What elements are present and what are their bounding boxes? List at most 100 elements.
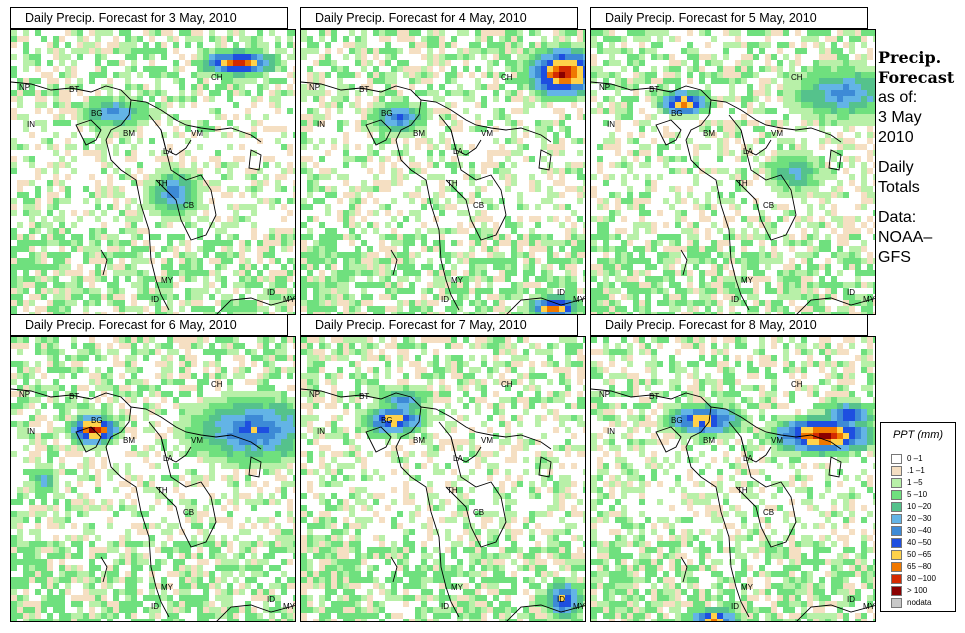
- country-label: MY: [161, 583, 174, 592]
- map-boundary-line: [75, 426, 102, 453]
- precip-field: [11, 337, 295, 621]
- forecast-panel: Daily Precip. Forecast for 7 May, 2010 NP…: [300, 314, 586, 622]
- map-boundary-line: [155, 436, 217, 548]
- legend-label: 5 –10: [907, 490, 928, 499]
- map-boundary-line: [796, 604, 875, 621]
- legend-swatch: [891, 538, 902, 548]
- panel-title: Daily Precip. Forecast for 8 May, 2010: [590, 314, 868, 336]
- country-label: CB: [763, 508, 774, 517]
- forecast-panel: Daily Precip. Forecast for 6 May, 2010 NP…: [10, 314, 296, 622]
- country-label: BG: [91, 416, 103, 425]
- precip-legend: PPT (mm) 0 –1 .1 –1 1 –5 5 –10 10 –20 20 –30 3…: [880, 422, 956, 612]
- side-data-label: Data:: [878, 209, 917, 226]
- country-label: ID: [557, 595, 565, 604]
- map-boundary-line: [506, 604, 585, 621]
- country-label: MY: [863, 295, 875, 304]
- legend-label: 10 –20: [907, 502, 932, 511]
- side-date-year: 2010: [878, 129, 914, 146]
- country-label: MY: [161, 276, 174, 285]
- map-boundary-line: [591, 388, 750, 618]
- side-asof-label: as of:: [878, 89, 918, 106]
- forecast-panel: Daily Precip. Forecast for 5 May, 2010 NP…: [590, 7, 876, 315]
- country-label: VM: [481, 129, 493, 138]
- country-label: CB: [473, 201, 484, 210]
- country-label: NP: [599, 390, 610, 399]
- country-label: IN: [27, 427, 35, 436]
- country-label: ID: [267, 288, 275, 297]
- map-boundary-line: [301, 81, 460, 311]
- country-label: LA: [453, 454, 463, 463]
- country-label: BM: [123, 129, 135, 138]
- map-boundary-line: [420, 406, 552, 450]
- map-boundary-line: [248, 149, 262, 171]
- map-boundary-line: [365, 119, 392, 146]
- map-boundary-line: [445, 436, 507, 548]
- country-label: ID: [847, 288, 855, 297]
- country-label: BT: [649, 85, 659, 94]
- precip-map: NP BT BG IN BM CH VM LA TH CB MY ID ID MY: [300, 336, 586, 622]
- country-label: IN: [607, 427, 615, 436]
- legend-title: PPT (mm): [892, 429, 944, 441]
- map-boundary-line: [11, 81, 170, 311]
- country-label: BM: [703, 129, 715, 138]
- precip-map: NP BT BG IN BM CH VM LA TH CB MY ID ID MY: [300, 29, 586, 315]
- country-label: IN: [607, 120, 615, 129]
- country-label: NP: [19, 83, 30, 92]
- country-label: BG: [91, 109, 103, 118]
- country-label: TH: [737, 179, 748, 188]
- legend-label: 50 –65: [907, 550, 932, 559]
- legend-swatch: [891, 490, 902, 500]
- legend-swatch: [891, 514, 902, 524]
- country-label: LA: [453, 147, 463, 156]
- map-boundary-line: [100, 556, 108, 583]
- legend-label: 40 –50: [907, 538, 932, 547]
- legend-label: 0 –1: [907, 454, 923, 463]
- precip-map: NP BT BG IN BM CH VM LA TH CB MY ID ID MY: [590, 336, 876, 622]
- panel-title: Daily Precip. Forecast for 6 May, 2010: [10, 314, 288, 336]
- map-boundary-line: [216, 297, 295, 314]
- country-label: CH: [501, 73, 513, 82]
- country-label: LA: [163, 147, 173, 156]
- country-label: CH: [211, 73, 223, 82]
- country-label: MY: [283, 602, 295, 611]
- precip-map-svg: NP BT BG IN BM CH VM LA TH CB MY ID ID MY: [301, 30, 585, 314]
- precip-map-svg: NP BT BG IN BM CH VM LA TH CB MY ID ID MY: [591, 30, 875, 314]
- side-source-line2: GFS: [878, 249, 911, 266]
- legend-label: .1 –1: [907, 466, 925, 475]
- country-label: BM: [413, 436, 425, 445]
- country-label: ID: [151, 602, 159, 611]
- country-label: MY: [863, 602, 875, 611]
- country-label: BT: [69, 85, 79, 94]
- legend-swatch: [891, 586, 902, 596]
- map-boundary-line: [148, 114, 192, 156]
- country-label: CH: [791, 380, 803, 389]
- country-label: VM: [771, 436, 783, 445]
- side-title-line2: Forecast: [878, 68, 955, 87]
- map-boundary-line: [655, 119, 682, 146]
- map-boundary-line: [680, 556, 688, 583]
- country-label: TH: [157, 486, 168, 495]
- country-label: MY: [741, 276, 754, 285]
- map-boundary-line: [100, 249, 108, 276]
- country-label: MY: [283, 295, 295, 304]
- map-boundary-line: [710, 99, 842, 143]
- map-boundary-line: [728, 114, 772, 156]
- country-label: MY: [573, 602, 585, 611]
- map-boundary-line: [390, 556, 398, 583]
- country-label: CH: [211, 380, 223, 389]
- country-label: ID: [557, 288, 565, 297]
- legend-label: 30 –40: [907, 526, 932, 535]
- country-label: ID: [731, 602, 739, 611]
- precip-map: NP BT BG IN BM CH VM LA TH CB MY ID ID MY: [10, 29, 296, 315]
- country-label: LA: [743, 147, 753, 156]
- country-label: MY: [573, 295, 585, 304]
- country-label: LA: [163, 454, 173, 463]
- country-label: TH: [447, 486, 458, 495]
- precip-field: [11, 30, 295, 314]
- country-label: BT: [69, 392, 79, 401]
- map-boundary-line: [655, 426, 682, 453]
- country-label: BG: [381, 416, 393, 425]
- map-boundary-line: [680, 249, 688, 276]
- map-boundary-line: [735, 129, 797, 241]
- precip-map-svg: NP BT BG IN BM CH VM LA TH CB MY ID ID MY: [11, 337, 295, 621]
